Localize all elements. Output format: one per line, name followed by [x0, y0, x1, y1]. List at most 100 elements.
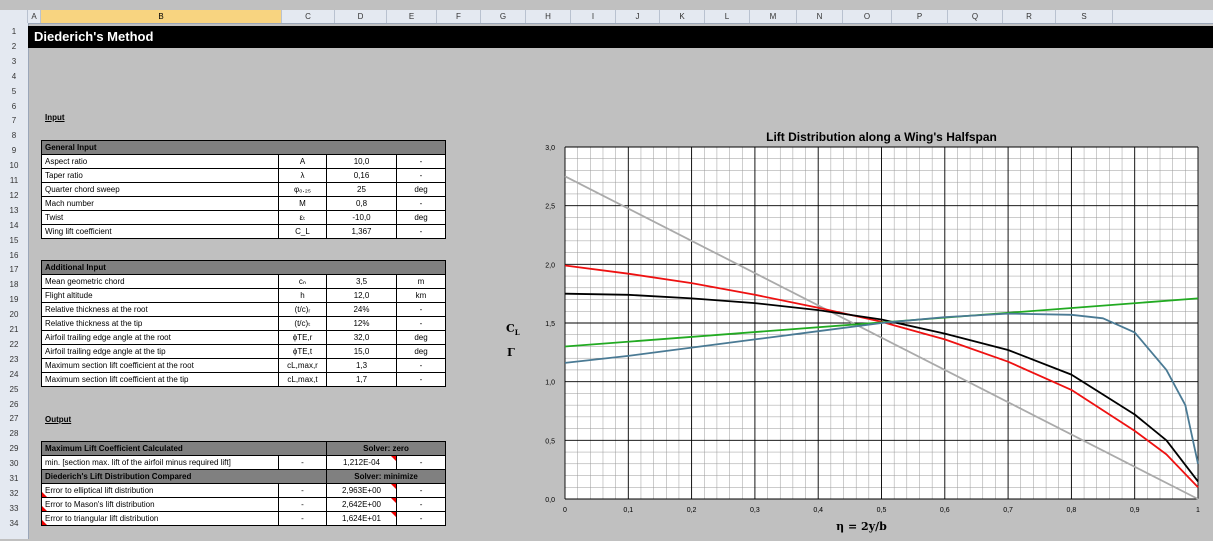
cell-sym[interactable]: cₙ	[278, 274, 327, 289]
column-header-s[interactable]: S	[1056, 10, 1113, 23]
row-header-26[interactable]: 26	[9, 399, 19, 409]
cell-name[interactable]: Relative thickness at the tip	[41, 316, 279, 331]
cell-sym[interactable]: M	[278, 196, 327, 211]
row-header-20[interactable]: 20	[9, 310, 19, 320]
row-header-8[interactable]: 8	[11, 131, 17, 141]
row-header-18[interactable]: 18	[9, 280, 19, 290]
cell-sym[interactable]: cL,max,t	[278, 372, 327, 387]
cell-name[interactable]: Taper ratio	[41, 168, 279, 183]
cell-sym[interactable]: cL,max,r	[278, 358, 327, 373]
cell-unit[interactable]: -	[396, 154, 446, 169]
cell-name[interactable]: Wing lift coefficient	[41, 224, 279, 239]
cell-sym[interactable]: ϕTE,t	[278, 344, 327, 359]
row-header-23[interactable]: 23	[9, 354, 19, 364]
row-header-15[interactable]: 15	[9, 235, 19, 245]
cell-unit[interactable]: -	[396, 511, 447, 526]
row-header-1[interactable]: 1	[11, 27, 17, 36]
cell-unit[interactable]: -	[396, 224, 446, 239]
cell-name[interactable]: Mach number	[41, 196, 279, 211]
cell-value[interactable]: 3,5	[326, 274, 397, 289]
cell-unit[interactable]: -	[396, 372, 446, 387]
row-header-27[interactable]: 27	[9, 414, 19, 424]
lift-distribution-chart[interactable]: 0 0,1 0,2 0,3 0,4 0,5 0,6 0,7 0,8 0,9 1 0,0 0,5 1,0 1,…	[500, 120, 1213, 539]
cell-value[interactable]: 1,3	[326, 358, 397, 373]
cell-name[interactable]: Maximum section lift coefficient at the …	[41, 372, 279, 387]
row-header-4[interactable]: 4	[11, 71, 17, 81]
column-header-d[interactable]: D	[335, 10, 387, 23]
column-header-f[interactable]: F	[437, 10, 481, 23]
cell-name[interactable]: Quarter chord sweep	[41, 182, 279, 197]
column-header-j[interactable]: J	[616, 10, 660, 23]
cell-value[interactable]: 1,7	[326, 372, 397, 387]
cell-value[interactable]: 1,624E+01	[326, 511, 398, 526]
row-header-25[interactable]: 25	[9, 384, 19, 394]
cell-value[interactable]: 1,212E-04	[326, 455, 398, 470]
row-header-24[interactable]: 24	[9, 369, 19, 379]
row-header-11[interactable]: 11	[9, 176, 19, 185]
row-header-21[interactable]: 21	[9, 325, 19, 334]
column-header-c[interactable]: C	[282, 10, 335, 23]
column-header-r[interactable]: R	[1003, 10, 1056, 23]
cell-sym[interactable]: C_L	[278, 224, 327, 239]
row-header-31[interactable]: 31	[9, 474, 19, 483]
column-header-n[interactable]: N	[797, 10, 843, 23]
cell-value[interactable]: 10,0	[326, 154, 397, 169]
column-header-p[interactable]: P	[892, 10, 948, 23]
column-header-a[interactable]: A	[28, 10, 41, 23]
column-header-q[interactable]: Q	[948, 10, 1003, 23]
cell-sym[interactable]: φ₀.₂₅	[278, 182, 327, 197]
cell-name[interactable]: min. [section max. lift of the airfoil m…	[41, 455, 279, 470]
cell-value[interactable]: 2,963E+00	[326, 483, 398, 498]
cell-unit[interactable]: deg	[396, 182, 446, 197]
cell-sym[interactable]: -	[277, 511, 328, 526]
cell-value[interactable]: 12,0	[326, 288, 397, 303]
row-header-9[interactable]: 9	[11, 146, 17, 156]
cell-unit[interactable]: -	[396, 497, 447, 512]
column-header-e[interactable]: E	[387, 10, 437, 23]
cell-symbol[interactable]: -	[277, 455, 328, 470]
column-header-b[interactable]: B	[41, 10, 282, 23]
cell-sym[interactable]: ϕTE,r	[278, 330, 327, 345]
select-all-corner[interactable]	[0, 10, 28, 23]
cell-value[interactable]: -10,0	[326, 210, 397, 225]
cell-sym[interactable]: h	[278, 288, 327, 303]
row-header-17[interactable]: 17	[9, 265, 19, 275]
row-header-12[interactable]: 12	[9, 190, 19, 200]
cell-name[interactable]: Error to triangular lift distribution	[41, 511, 279, 526]
cell-name[interactable]: Twist	[41, 210, 279, 225]
cell-unit[interactable]: -	[396, 483, 447, 498]
column-header-g[interactable]: G	[481, 10, 526, 23]
cell-sym[interactable]: -	[277, 497, 328, 512]
cell-sym[interactable]: λ	[278, 168, 327, 183]
row-header-16[interactable]: 16	[9, 250, 19, 260]
column-header-m[interactable]: M	[750, 10, 797, 23]
cell-unit[interactable]: -	[396, 302, 446, 317]
column-header-l[interactable]: L	[705, 10, 750, 23]
cell-value[interactable]: 32,0	[326, 330, 397, 345]
row-header-2[interactable]: 2	[11, 41, 17, 51]
cell-value[interactable]: 0,8	[326, 196, 397, 211]
row-header-30[interactable]: 30	[9, 459, 19, 469]
cell-name[interactable]: Maximum section lift coefficient at the …	[41, 358, 279, 373]
cell-unit[interactable]: m	[396, 274, 446, 289]
cell-unit[interactable]: -	[396, 455, 447, 470]
cell-name[interactable]: Flight altitude	[41, 288, 279, 303]
column-header-i[interactable]: I	[571, 10, 616, 23]
row-header-14[interactable]: 14	[9, 220, 19, 230]
row-header-34[interactable]: 34	[9, 518, 19, 528]
cell-name[interactable]: Error to elliptical lift distribution	[41, 483, 279, 498]
row-header-3[interactable]: 3	[11, 56, 17, 66]
cell-name[interactable]: Mean geometric chord	[41, 274, 279, 289]
cell-unit[interactable]: -	[396, 196, 446, 211]
column-header-k[interactable]: K	[660, 10, 705, 23]
cell-value[interactable]: 24%	[326, 302, 397, 317]
column-header-o[interactable]: O	[843, 10, 892, 23]
cell-sym[interactable]: (t/c)ᵣ	[278, 302, 327, 317]
cell-sym[interactable]: -	[277, 483, 328, 498]
row-header-32[interactable]: 32	[9, 488, 19, 498]
cell-unit[interactable]: deg	[396, 330, 446, 345]
row-header-19[interactable]: 19	[9, 295, 19, 305]
cell-unit[interactable]: -	[396, 316, 446, 331]
cell-name[interactable]: Airfoil trailing edge angle at the root	[41, 330, 279, 345]
cell-unit[interactable]: deg	[396, 344, 446, 359]
